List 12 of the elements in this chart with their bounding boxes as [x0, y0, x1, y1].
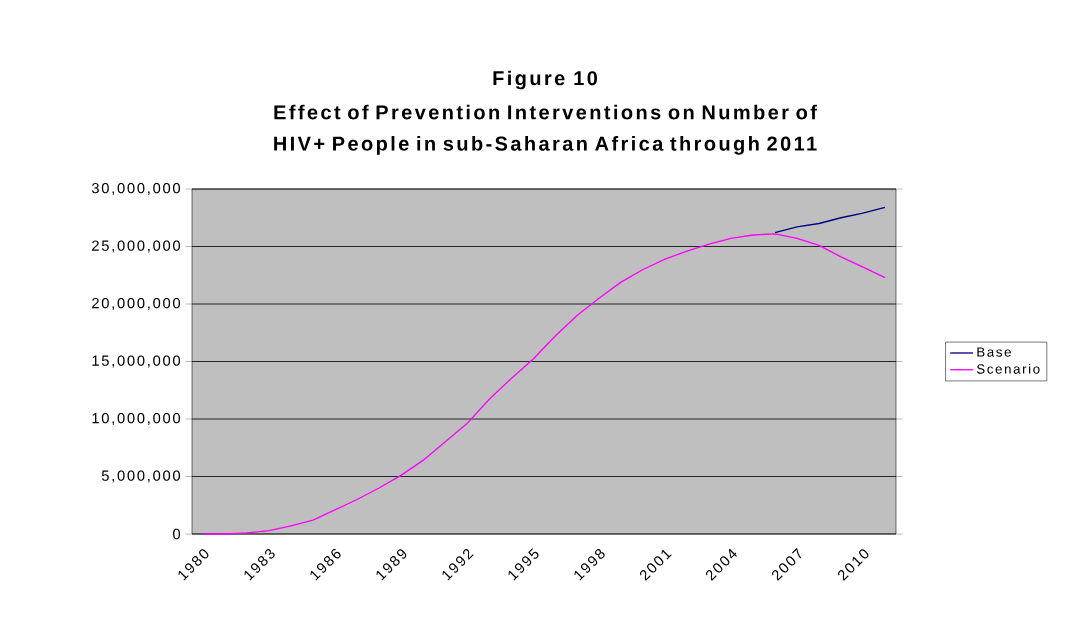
line-series — [774, 206, 886, 234]
y-tick-label: 25,000,000 — [92, 240, 181, 253]
chart-title: Figure 10 — [493, 70, 598, 90]
y-tick-label: 5,000,000 — [101, 470, 181, 483]
legend-label: Scenario — [976, 363, 1040, 374]
legend-label: Base — [977, 347, 1011, 357]
y-tick-label: 15,000,000 — [92, 355, 181, 368]
y-tick-label: 0 — [173, 528, 181, 540]
chart-subtitle: Effect of Prevention Interventions on Number of HIV+ People in sub-Saharan Africa through 2011 — [274, 104, 817, 155]
y-tick-label: 30,000,000 — [91, 182, 181, 196]
y-tick-label: 20,000,000 — [92, 297, 181, 311]
y-tick-label: 10,000,000 — [92, 412, 181, 426]
